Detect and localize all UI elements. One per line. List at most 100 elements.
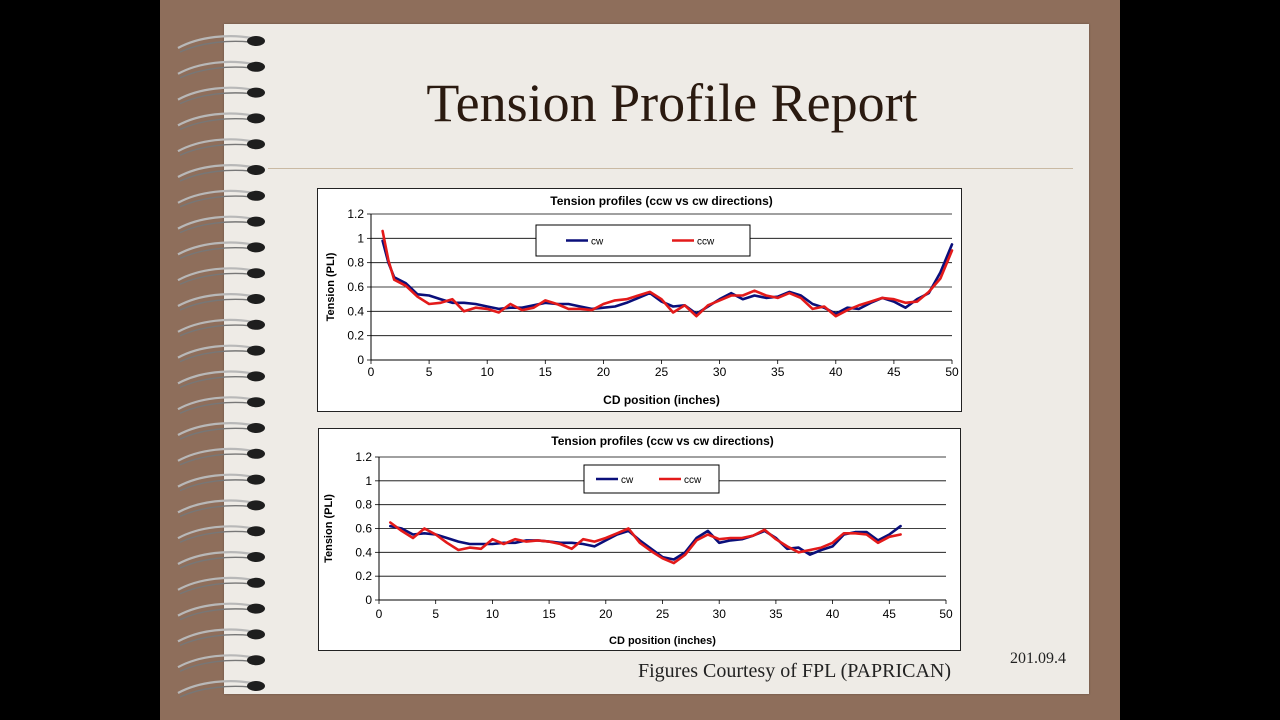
binding-ring-wire-shadow (179, 92, 251, 105)
binding-ring-wire-shadow (179, 272, 251, 285)
binding-ring-wire (177, 112, 253, 127)
slide-title: Tension Profile Report (426, 73, 918, 133)
binding-ring (177, 628, 265, 647)
binding-hole (247, 552, 265, 562)
binding-hole (247, 294, 265, 304)
binding-hole (247, 526, 265, 537)
binding-ring (177, 551, 265, 569)
binding-ring-wire (177, 551, 253, 565)
binding-ring-wire-shadow (179, 40, 251, 53)
binding-hole (247, 629, 265, 640)
binding-hole (247, 268, 265, 279)
chart1-legend-label-cw: cw (591, 237, 604, 248)
binding-ring-wire-shadow (179, 427, 251, 440)
chart2-y-tick-label: 0.2 (355, 569, 372, 583)
binding-ring-wire (177, 422, 253, 436)
binding-ring-wire-shadow (179, 376, 251, 389)
binding-ring (177, 447, 265, 466)
binding-hole (247, 474, 265, 485)
binding-ring-wire (177, 344, 253, 359)
binding-hole (247, 345, 265, 356)
chart1-x-tick-label: 40 (829, 365, 843, 379)
chart2-x-tick-label: 5 (432, 607, 439, 621)
chart1-x-tick-label: 20 (597, 365, 611, 379)
title-divider (268, 168, 1073, 169)
binding-ring-wire-shadow (179, 659, 251, 672)
binding-hole (247, 423, 265, 433)
binding-ring (177, 35, 265, 53)
chart2-x-tick-label: 30 (713, 607, 727, 621)
chart1-legend-label-ccw: ccw (697, 237, 715, 248)
binding-ring-wire-shadow (179, 582, 251, 595)
chart2-x-axis-label: CD position (inches) (609, 635, 716, 647)
binding-ring-wire-shadow (179, 247, 251, 260)
binding-ring-wire-shadow (179, 505, 251, 518)
binding-ring-wire (177, 628, 253, 643)
binding-hole (247, 139, 265, 150)
binding-ring-wire (177, 473, 253, 488)
binding-hole (247, 190, 265, 201)
tension-chart-2-svg: Tension profiles (ccw vs cw directions) 0… (323, 434, 953, 647)
chart1-y-tick-label: 0.2 (347, 329, 364, 343)
chart1-x-tick-label: 35 (771, 365, 785, 379)
binding-ring-wire-shadow (179, 634, 251, 647)
binding-ring-wire (177, 525, 253, 540)
binding-ring-wire (177, 215, 253, 230)
chart1-x-tick-label: 5 (426, 365, 433, 379)
chart2-legend-label-cw: cw (621, 475, 634, 486)
binding-ring-wire-shadow (179, 143, 251, 156)
binding-hole (247, 113, 265, 124)
chart1-y-tick-label: 1.2 (347, 207, 364, 221)
chart1-y-tick-label: 0.6 (347, 280, 364, 294)
binding-ring-wire-shadow (179, 401, 251, 414)
binding-ring-wire (177, 602, 253, 617)
chart2-y-tick-label: 1 (365, 474, 372, 488)
binding-ring-wire (177, 318, 253, 333)
chart2-x-tick-label: 20 (599, 607, 613, 621)
chart1-y-tick-label: 0.4 (347, 304, 364, 318)
chart1-series-ccw (381, 229, 954, 318)
binding-ring-wire (177, 241, 253, 256)
binding-ring-wire-shadow (179, 298, 251, 311)
chart2-y-tick-label: 1.2 (355, 450, 372, 464)
binding-ring (177, 293, 265, 311)
binding-ring-wire (177, 189, 253, 204)
spiral-binding (177, 35, 265, 698)
binding-ring (177, 267, 265, 285)
chart2-x-tick-label: 35 (769, 607, 783, 621)
binding-ring-wire-shadow (179, 221, 251, 234)
chart2-y-tick-label: 0.6 (355, 522, 372, 536)
binding-ring-wire-shadow (179, 195, 251, 208)
binding-hole (247, 603, 265, 614)
binding-ring (177, 60, 265, 79)
chart2-legend-label-ccw: ccw (684, 475, 702, 486)
binding-ring (177, 602, 265, 621)
binding-ring (177, 112, 265, 131)
binding-ring (177, 396, 265, 414)
chart2-x-tick-label: 25 (656, 607, 670, 621)
chart2-series-cw (389, 524, 902, 561)
chart1-y-tick-label: 1 (357, 231, 364, 245)
chart1-x-tick-label: 0 (368, 365, 375, 379)
chart2-title: Tension profiles (ccw vs cw directions) (551, 434, 774, 448)
binding-hole (247, 397, 265, 408)
slide-date: 201.09.4 (1010, 650, 1066, 667)
binding-ring-wire (177, 293, 253, 307)
binding-ring (177, 525, 265, 543)
chart2-series-ccw (389, 521, 902, 565)
binding-hole (247, 216, 265, 227)
binding-hole (247, 577, 265, 588)
binding-ring-wire (177, 576, 253, 591)
binding-ring-wire-shadow (179, 453, 251, 466)
tension-chart-2: Tension profiles (ccw vs cw directions) 0… (318, 428, 961, 651)
tension-chart-1-svg: Tension profiles (ccw vs cw directions) 0… (325, 194, 959, 407)
binding-ring-wire-shadow (179, 169, 251, 182)
binding-ring-wire (177, 60, 253, 75)
figure-credit: Figures Courtesy of FPL (PAPRICAN) (638, 660, 951, 682)
chart1-y-axis-label: Tension (PLI) (325, 252, 337, 321)
chart1-x-tick-label: 25 (655, 365, 669, 379)
binding-ring-wire-shadow (179, 608, 251, 621)
chart2-x-tick-label: 45 (883, 607, 897, 621)
binding-ring (177, 499, 265, 518)
binding-ring-wire (177, 680, 253, 694)
